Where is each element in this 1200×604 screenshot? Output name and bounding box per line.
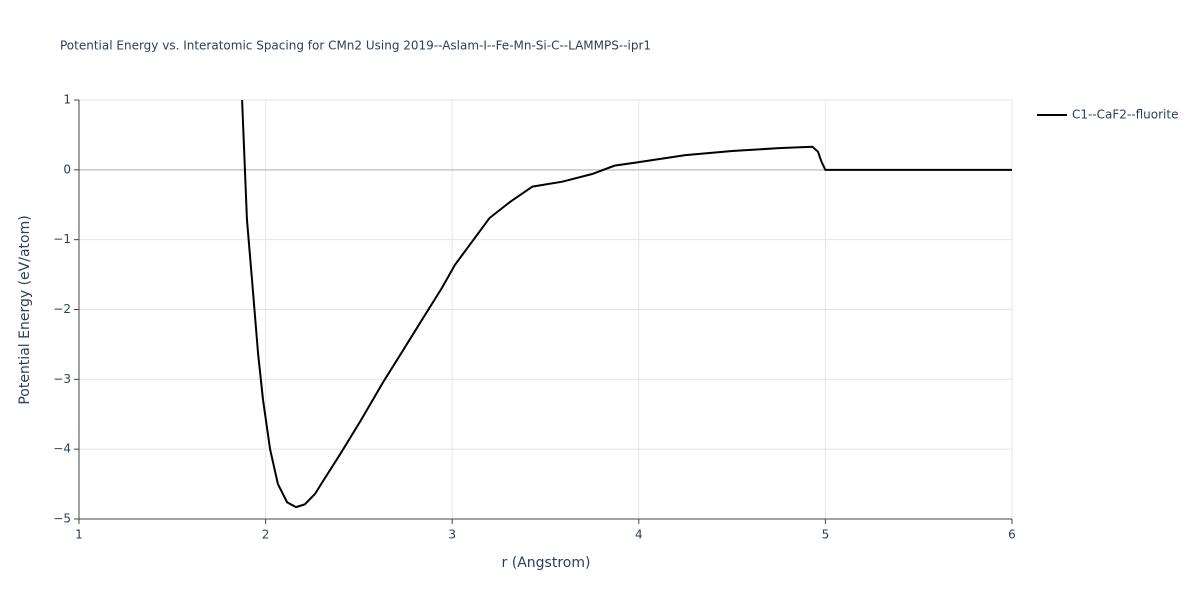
- y-tick-label: −4: [53, 442, 71, 456]
- x-tick-label: 2: [262, 528, 270, 542]
- y-tick-label: 1: [63, 93, 71, 107]
- x-axis-title: r (Angstrom): [502, 555, 591, 571]
- x-tick-label: 5: [822, 528, 830, 542]
- y-tick-label: −5: [53, 512, 71, 526]
- y-tick-label: −1: [53, 232, 71, 246]
- x-tick-label: 3: [448, 528, 456, 542]
- x-tick-label: 1: [75, 528, 83, 542]
- x-tick-label: 4: [635, 528, 643, 542]
- y-axis-title: Potential Energy (eV/atom): [17, 215, 33, 404]
- legend-label: C1--CaF2--fluorite: [1072, 108, 1178, 122]
- series-line: [241, 99, 1012, 509]
- y-tick-label: −3: [53, 372, 71, 386]
- chart-title: Potential Energy vs. Interatomic Spacing…: [60, 39, 651, 53]
- x-tick-label: 6: [1008, 528, 1016, 542]
- y-tick-label: 0: [63, 162, 71, 176]
- y-tick-label: −2: [53, 302, 71, 316]
